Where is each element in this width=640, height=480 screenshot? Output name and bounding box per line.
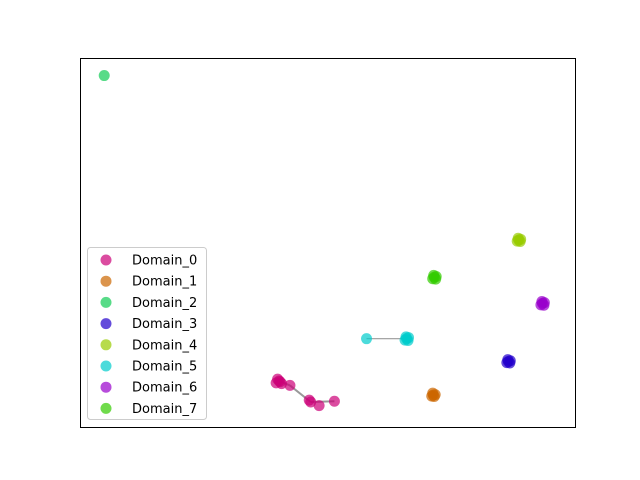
legend-item: Domain_6 (100, 381, 197, 396)
data-point (361, 333, 373, 345)
legend-item: Domain_4 (100, 338, 197, 353)
data-point (402, 335, 414, 347)
data-point (430, 273, 442, 285)
data-point (504, 357, 516, 369)
series-domain-6 (535, 296, 550, 311)
legend-label: Domain_0 (132, 254, 197, 269)
series-domain-1 (426, 387, 441, 402)
legend-label: Domain_1 (132, 275, 197, 290)
legend-label: Domain_5 (132, 360, 197, 375)
data-point (328, 395, 340, 407)
legend-marker (100, 381, 112, 393)
series-domain-4 (511, 232, 527, 248)
legend-item: Domain_3 (100, 317, 197, 332)
data-point (274, 376, 286, 388)
legend-marker (100, 275, 112, 287)
series-domain-2 (98, 70, 110, 82)
legend-marker (100, 402, 112, 414)
legend-item: Domain_2 (100, 296, 197, 311)
series-domain-0 (270, 373, 340, 412)
data-point (428, 390, 440, 402)
legend-label: Domain_4 (132, 338, 197, 353)
legend-marker (100, 254, 112, 266)
series-domain-7 (427, 269, 442, 285)
legend-items: Domain_0 Domain_1 Domain_2 Domain_3 Domain_4… (100, 254, 197, 417)
legend: Domain_0 Domain_1 Domain_2 Domain_3 Domain_4… (87, 247, 207, 420)
legend-item: Domain_5 (100, 360, 197, 375)
legend-marker (100, 318, 112, 330)
legend-marker (100, 360, 112, 372)
legend-label: Domain_2 (132, 296, 197, 311)
series-domain-3 (501, 354, 516, 369)
legend-item: Domain_7 (100, 402, 197, 417)
data-point (313, 400, 325, 412)
legend-label: Domain_3 (132, 317, 197, 332)
data-point (514, 236, 526, 248)
points-layer (98, 70, 550, 412)
legend-box (87, 247, 207, 420)
legend-marker (100, 339, 112, 351)
data-point (284, 379, 296, 391)
legend-label: Domain_7 (132, 402, 197, 417)
data-point (538, 299, 550, 311)
legend-item: Domain_1 (100, 275, 197, 290)
legend-item: Domain_0 (100, 254, 197, 269)
legend-marker (100, 296, 112, 308)
series-domain-5 (361, 331, 415, 347)
plot-frame (80, 58, 576, 428)
data-point (303, 394, 315, 406)
legend-label: Domain_6 (132, 381, 197, 396)
data-point (98, 70, 110, 82)
